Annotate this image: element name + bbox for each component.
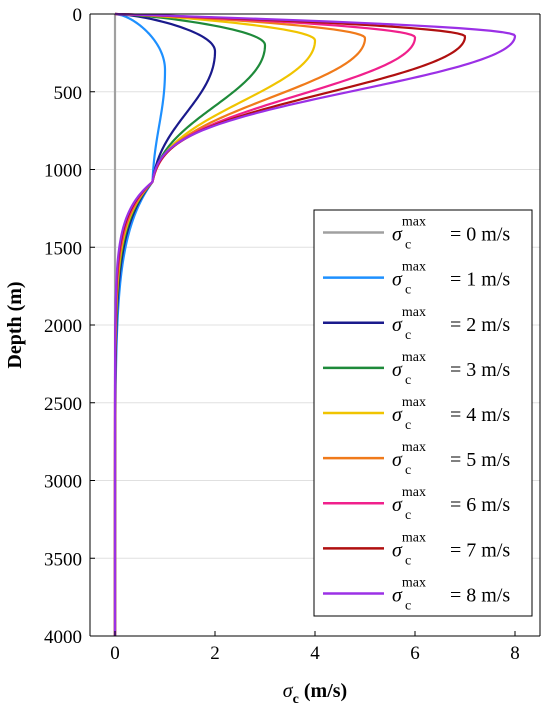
- legend-symbol: σ: [392, 269, 403, 291]
- legend-sub: c: [405, 553, 411, 568]
- y-tick-label: 500: [54, 83, 83, 104]
- y-tick-label: 1000: [44, 161, 82, 182]
- y-tick-label: 2000: [44, 316, 82, 337]
- legend-symbol: σ: [392, 584, 403, 606]
- legend-value: = 6 m/s: [445, 494, 510, 516]
- y-tick-label: 2500: [44, 394, 82, 415]
- legend-sup: max: [402, 350, 426, 365]
- legend-symbol: σ: [392, 404, 403, 426]
- legend-symbol: σ: [392, 494, 403, 516]
- legend-value: = 3 m/s: [445, 359, 510, 381]
- x-tick-label: 8: [510, 643, 520, 664]
- legend-symbol: σ: [392, 539, 403, 561]
- legend-label-1: σmax c = 1 m/s: [392, 260, 510, 298]
- x-axis-title-unit: (m/s): [299, 680, 347, 702]
- legend-sup: max: [402, 215, 426, 230]
- legend-symbol: σ: [392, 449, 403, 471]
- x-axis-title: σc (m/s): [283, 680, 347, 707]
- legend-sub: c: [405, 463, 411, 478]
- legend-symbol: σ: [392, 224, 403, 246]
- y-tick-label: 3000: [44, 472, 82, 493]
- legend-label-4: σmax c = 4 m/s: [392, 395, 510, 433]
- y-tick-label: 4000: [44, 627, 82, 648]
- legend-sup: max: [402, 260, 426, 275]
- legend-sub: c: [405, 238, 411, 253]
- legend-sup: max: [402, 485, 426, 500]
- y-tick-label: 1500: [44, 238, 82, 259]
- y-axis-ticks: 0 500 1000 1500 2000 2500 3000 3500 4000: [44, 5, 95, 648]
- legend-value: = 0 m/s: [445, 224, 510, 246]
- legend-sub: c: [405, 508, 411, 523]
- legend-sub: c: [405, 283, 411, 298]
- legend-symbol: σ: [392, 314, 403, 336]
- legend-value: = 2 m/s: [445, 314, 510, 336]
- legend-sup: max: [402, 440, 426, 455]
- x-tick-label: 6: [410, 643, 420, 664]
- legend-label-7: σmax c = 7 m/s: [392, 530, 510, 568]
- y-tick-label: 3500: [44, 549, 82, 570]
- series-line-8: [113, 12, 517, 636]
- x-axis-title-symbol: σ: [283, 680, 294, 702]
- x-tick-label: 4: [310, 643, 320, 664]
- legend-value: = 7 m/s: [445, 539, 510, 561]
- y-axis-title: Depth (m): [4, 281, 26, 368]
- y-tick-label: 0: [73, 5, 83, 26]
- legend-sub: c: [405, 598, 411, 613]
- legend-sup: max: [402, 575, 426, 590]
- legend-symbol: σ: [392, 359, 403, 381]
- legend-sub: c: [405, 418, 411, 433]
- x-tick-label: 0: [110, 643, 120, 664]
- legend-sub: c: [405, 373, 411, 388]
- legend-label-6: σmax c = 6 m/s: [392, 485, 510, 523]
- legend-label-8: σmax c = 8 m/s: [392, 575, 510, 613]
- legend-value: = 1 m/s: [445, 269, 510, 291]
- legend-value: = 4 m/s: [445, 404, 510, 426]
- legend-sup: max: [402, 395, 426, 410]
- legend-sub: c: [405, 328, 411, 343]
- legend-value: = 5 m/s: [445, 449, 510, 471]
- x-tick-label: 2: [210, 643, 220, 664]
- legend-sup: max: [402, 530, 426, 545]
- x-axis-title-subscript: c: [293, 692, 299, 707]
- legend-label-5: σmax c = 5 m/s: [392, 440, 510, 478]
- legend-label-2: σmax c = 2 m/s: [392, 305, 510, 343]
- legend-value: = 8 m/s: [445, 584, 510, 606]
- profile-curves: [113, 12, 517, 636]
- legend-label-3: σmax c = 3 m/s: [392, 350, 510, 388]
- legend-label-0: σmax c = 0 m/s: [392, 215, 510, 253]
- legend-sup: max: [402, 305, 426, 320]
- x-axis-ticks: 0 2 4 6 8: [110, 631, 520, 664]
